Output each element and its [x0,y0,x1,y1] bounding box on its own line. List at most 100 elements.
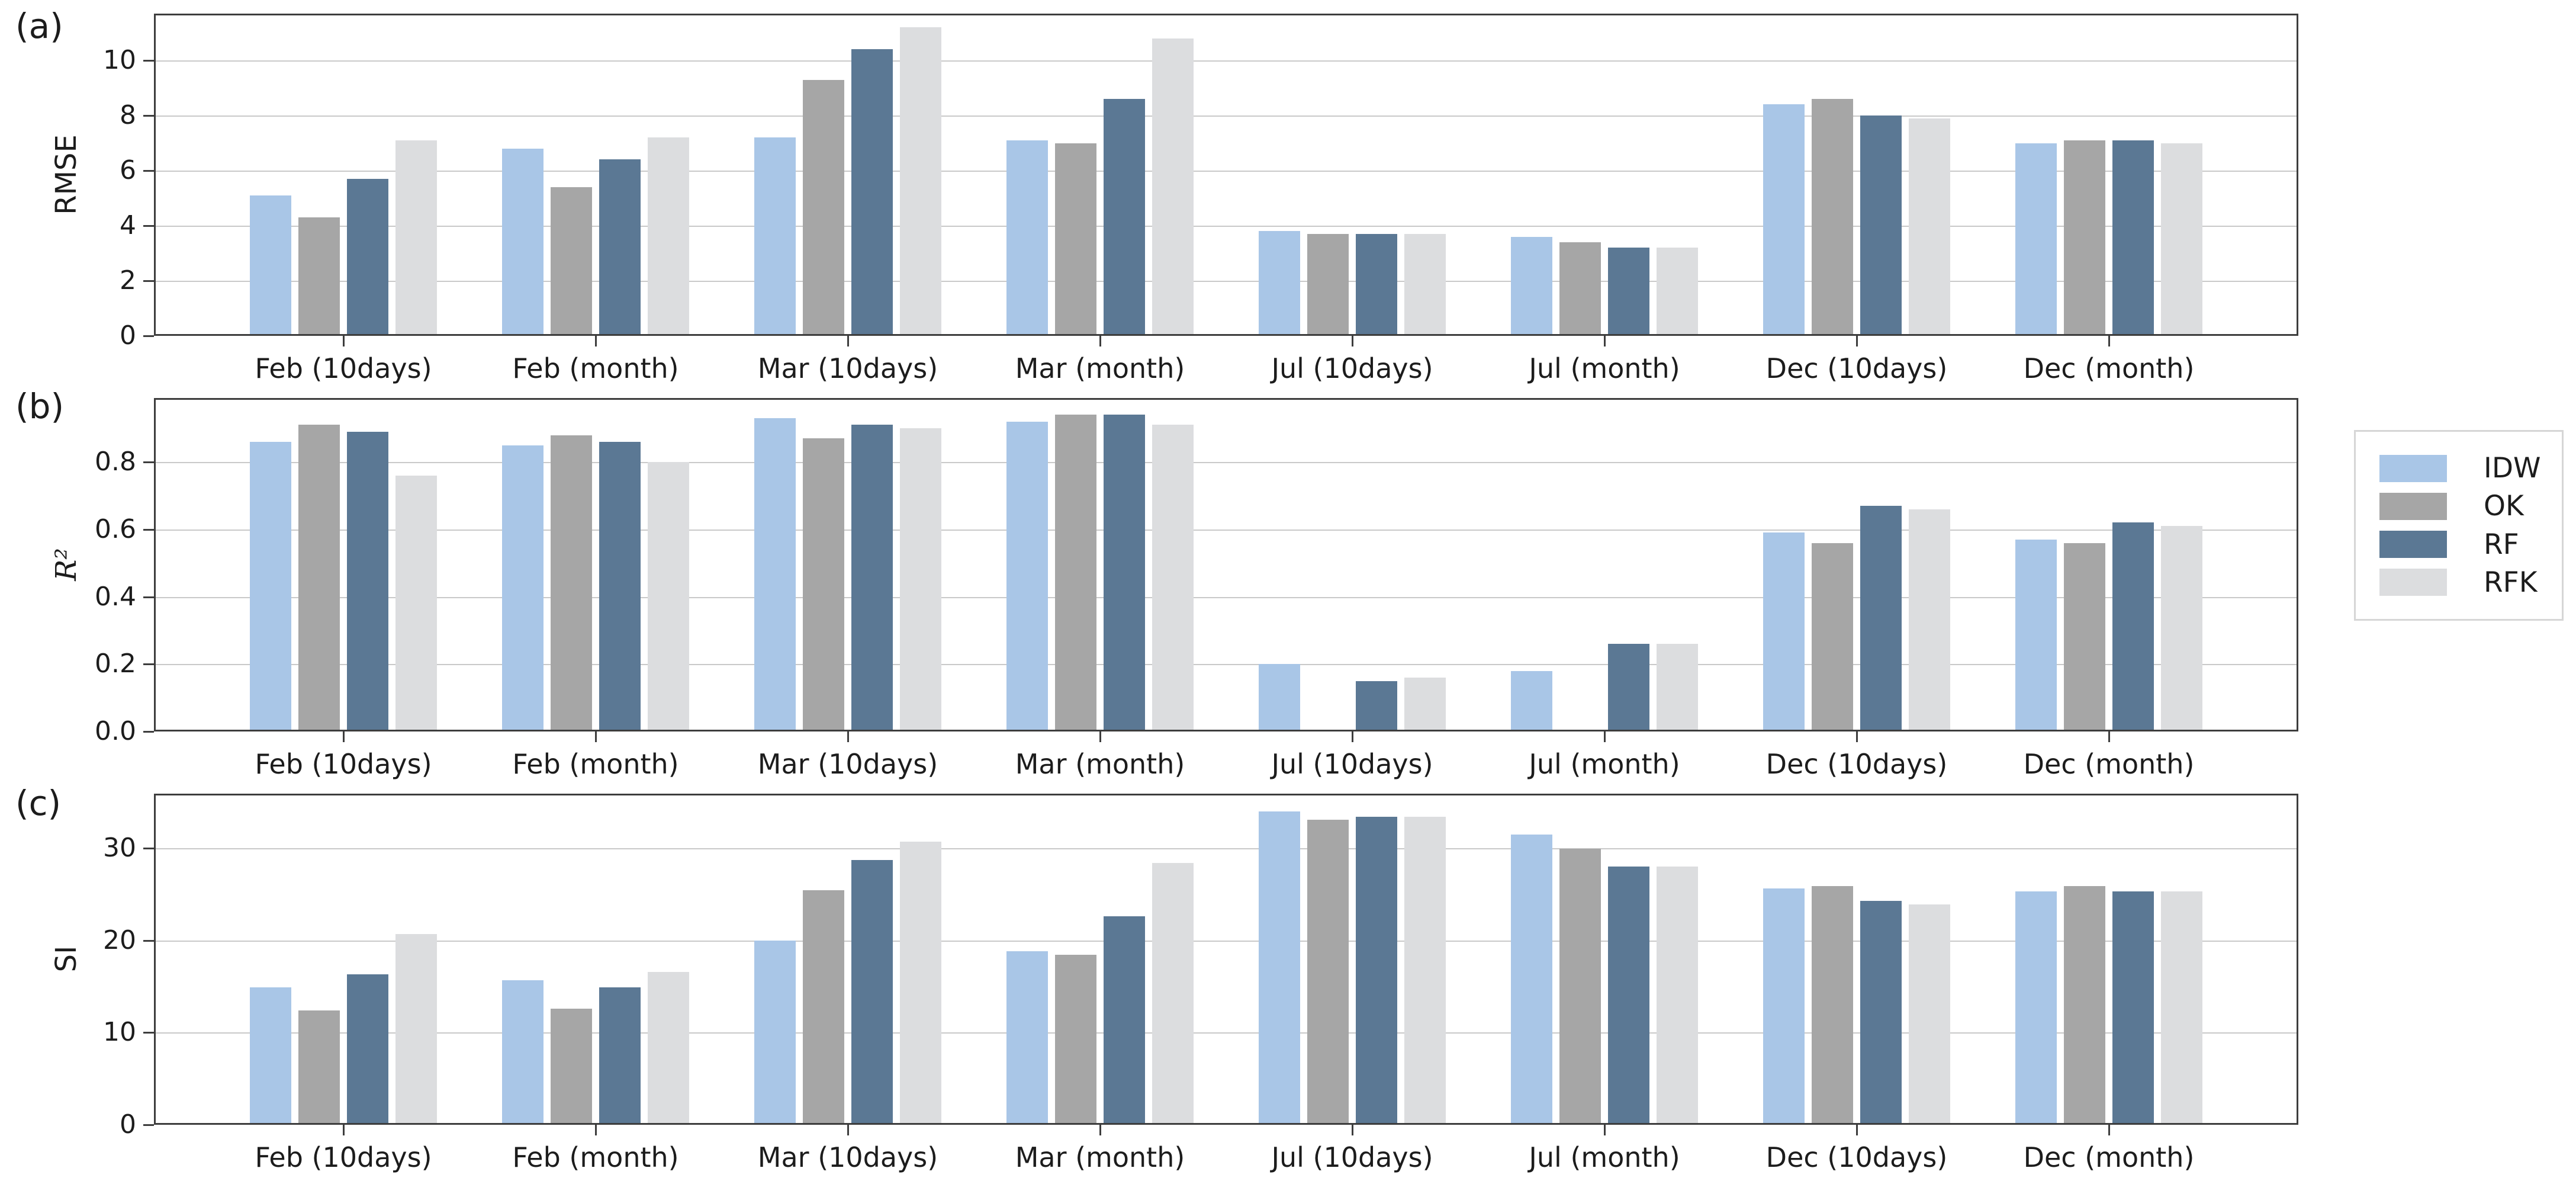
bar-ok [551,435,592,731]
x-tick-label: Dec (month) [2023,748,2195,780]
bar-rf [2112,891,2154,1125]
legend-item-ok: OK [2379,490,2544,522]
y-tick-label: 10 [103,1017,136,1047]
gridline [156,597,2297,598]
rfk-color-swatch [2379,569,2447,596]
bar-rf [1608,248,1649,336]
bar-rfk [1404,817,1446,1125]
x-tick-label: Mar (month) [1015,1141,1185,1173]
bar-idw [2015,143,2057,336]
y-tick [143,731,154,733]
gridline [156,664,2297,665]
bar-idw [754,941,796,1125]
legend: IDW OK RF RFK [2354,430,2564,621]
legend-item-rfk: RFK [2379,566,2544,599]
gridline [156,462,2297,463]
ok-color-swatch [2379,492,2447,520]
bar-ok [1812,886,1853,1125]
bar-rf [1860,901,1902,1125]
y-tick-label: 6 [120,155,136,185]
x-tick [1604,336,1606,346]
y-tick [143,663,154,665]
bar-ok [1307,820,1349,1125]
gridline [156,171,2297,172]
x-tick-label: Dec (10days) [1765,352,1948,384]
legend-label-rfk: RFK [2484,566,2538,599]
bar-rfk [900,842,941,1125]
x-tick [595,1125,597,1135]
x-tick-label: Jul (month) [1529,748,1680,780]
bar-rfk [648,137,689,336]
bar-rf [851,49,893,336]
y-tick-label: 0.2 [95,649,136,679]
panel-b-ylabel: R² [50,548,83,581]
x-tick [343,731,345,742]
y-tick-label: 0 [120,1109,136,1140]
y-tick-label: 0.4 [95,582,136,612]
y-tick [143,335,154,337]
bar-rfk [648,972,689,1125]
bar-rfk [900,27,941,336]
bar-idw [1006,951,1048,1125]
bar-rfk [1657,644,1698,731]
bar-idw [1511,835,1552,1125]
y-tick-label: 20 [103,925,136,955]
bar-idw [250,442,291,731]
bar-idw [1763,104,1805,336]
x-tick-label: Feb (month) [512,352,679,384]
y-tick [143,170,154,172]
bar-idw [754,418,796,731]
y-tick [143,280,154,282]
legend-label-ok: OK [2484,490,2524,523]
bar-rf [347,974,388,1125]
bar-idw [1763,532,1805,731]
bar-rf [851,860,893,1125]
x-tick [1856,731,1858,742]
x-tick [1099,731,1101,742]
bar-idw [1006,140,1048,336]
x-tick-label: Mar (month) [1015,352,1185,384]
y-tick [143,115,154,117]
bar-rf [1860,506,1902,731]
bar-ok [1307,234,1349,336]
bar-ok [298,425,340,731]
x-tick-label: Mar (10days) [757,748,938,780]
x-tick [1099,1125,1101,1135]
gridline [156,530,2297,531]
x-tick [1604,731,1606,742]
y-tick-label: 4 [120,210,136,240]
panel-frame [154,14,2298,336]
bar-rf [599,987,641,1125]
bar-ok [1559,849,1601,1125]
y-tick-label: 0.8 [95,447,136,477]
bar-rfk [1404,234,1446,336]
x-tick-label: Jul (month) [1529,352,1680,384]
gridline [156,848,2297,849]
x-tick-label: Mar (month) [1015,748,1185,780]
bar-ok [551,1009,592,1125]
gridline [156,226,2297,227]
bar-idw [2015,540,2057,731]
x-tick [1352,1125,1353,1135]
bar-rf [1608,867,1649,1125]
bar-rf [1104,916,1145,1125]
bar-rf [347,432,388,731]
bar-rf [1356,681,1397,731]
bar-rfk [648,462,689,731]
x-tick [2108,1125,2110,1135]
bar-rf [1356,234,1397,336]
bar-rfk [1909,118,1950,336]
y-tick-label: 0 [120,320,136,351]
x-tick [343,1125,345,1135]
bar-rf [1356,817,1397,1125]
x-tick-label: Feb (10days) [255,748,432,780]
x-tick [1856,1125,1858,1135]
bar-idw [2015,891,2057,1125]
x-tick-label: Dec (month) [2023,1141,2195,1173]
gridline [156,281,2297,282]
x-tick [595,336,597,346]
bar-idw [1511,237,1552,336]
bar-rfk [900,428,941,731]
x-tick-label: Feb (month) [512,748,679,780]
